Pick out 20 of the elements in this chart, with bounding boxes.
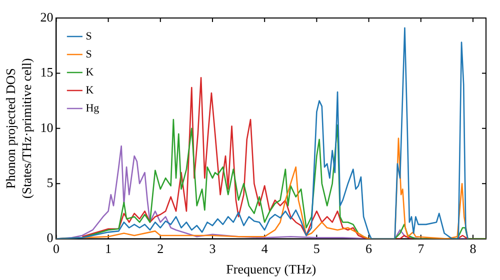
y-tick-label: 0 bbox=[46, 230, 54, 246]
legend-label: S bbox=[86, 48, 92, 60]
legend-label: Hg bbox=[86, 102, 100, 114]
x-tick-label: 3 bbox=[209, 241, 216, 256]
legend-label: K bbox=[86, 66, 94, 78]
x-tick-label: 4 bbox=[261, 241, 268, 256]
x-tick-label: 2 bbox=[157, 241, 164, 256]
y-tick-label: 10 bbox=[40, 120, 54, 135]
x-axis-title: Frequency (THz) bbox=[226, 262, 316, 277]
y-axis-title: Phonon projected DOS (States/THz·primitive cell) bbox=[3, 58, 34, 199]
x-tick-label: 6 bbox=[366, 241, 373, 256]
legend-label: K bbox=[86, 84, 94, 96]
x-tick-label: 8 bbox=[470, 241, 476, 256]
y-tick-label: 5 bbox=[46, 175, 54, 190]
y-tick-label: 20 bbox=[40, 9, 54, 24]
x-tick-label: 1 bbox=[105, 241, 112, 256]
x-tick-label: 7 bbox=[418, 241, 425, 256]
x-tick-label: 5 bbox=[313, 241, 320, 256]
y-tick-label: 15 bbox=[40, 64, 54, 80]
legend-label: S bbox=[86, 30, 92, 42]
